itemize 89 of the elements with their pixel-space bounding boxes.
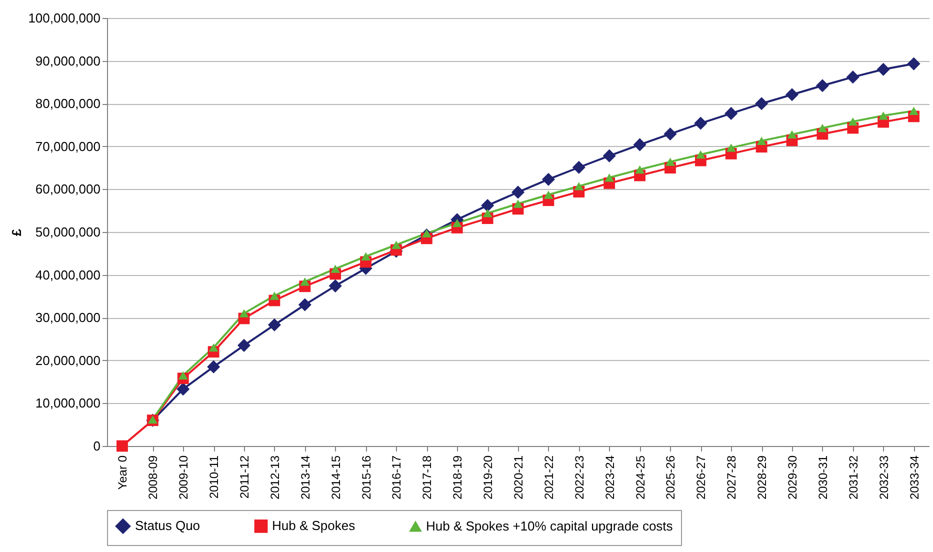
point: [300, 278, 310, 286]
legend-label: Hub & Spokes: [272, 518, 356, 534]
x-tick-label: 2023-24: [602, 455, 617, 500]
point: [846, 70, 860, 84]
x-tick-label: 2009-10: [176, 455, 191, 500]
x-tick-label: 2026-27: [694, 455, 708, 500]
point: [818, 124, 828, 132]
point: [633, 138, 646, 152]
y-axis-title: £: [9, 228, 24, 236]
point: [694, 116, 708, 130]
y-tick-label: 0: [93, 438, 100, 454]
point: [787, 130, 797, 139]
x-tick-label: 2017-18: [420, 455, 434, 500]
y-tick-label: 30,000,000: [35, 310, 100, 326]
x-tick-label: 2015-16: [359, 455, 374, 500]
x-tick-label: 2019-20: [481, 455, 496, 500]
legend-label: Status Quo: [135, 518, 200, 534]
point: [574, 182, 584, 190]
point: [270, 292, 280, 300]
point: [604, 174, 614, 182]
point: [665, 158, 675, 166]
y-tick-label: 90,000,000: [35, 53, 100, 68]
x-tick-label: 2028-29: [755, 455, 770, 500]
point: [909, 106, 919, 115]
point: [298, 298, 312, 312]
x-tick-label: 2016-17: [390, 455, 404, 500]
x-tick-label: 2030-31: [816, 455, 830, 500]
point: [481, 198, 494, 212]
x-tick-label: 2013-14: [298, 455, 312, 500]
point: [422, 229, 432, 238]
x-tick-label: 2029-30: [786, 455, 800, 500]
point: [572, 160, 586, 174]
point: [239, 309, 249, 318]
point: [268, 318, 281, 332]
point: [237, 338, 251, 352]
point: [391, 240, 401, 249]
point: [724, 106, 738, 120]
x-tick-label: Year 0: [116, 455, 130, 490]
x-tick-label: 2011-12: [238, 455, 252, 499]
point: [361, 252, 371, 261]
point: [178, 371, 188, 380]
point: [116, 440, 128, 452]
point: [328, 279, 342, 292]
point: [664, 127, 677, 141]
point: [452, 218, 462, 228]
x-tick-label: 2022-23: [572, 455, 586, 500]
x-tick-label: 2020-21: [512, 455, 526, 500]
x-tick-label: 2010-11: [207, 455, 222, 499]
x-tick-label: 2024-25: [633, 455, 648, 500]
point: [482, 209, 492, 218]
point: [544, 190, 554, 199]
point: [207, 360, 220, 374]
point: [907, 57, 920, 70]
x-tick-label: 2012-13: [268, 455, 282, 500]
point: [726, 144, 736, 152]
point: [635, 165, 645, 174]
point: [755, 97, 768, 110]
y-tick-label: 70,000,000: [35, 138, 100, 154]
legend-label: Hub & Spokes +10% capital upgrade costs: [426, 518, 674, 534]
x-tick-label: 2021-22: [542, 455, 556, 500]
x-tick-label: 2031-32: [846, 455, 860, 500]
y-tick-label: 40,000,000: [35, 267, 100, 282]
point: [602, 149, 616, 162]
point: [878, 111, 888, 120]
y-tick-label: 20,000,000: [35, 352, 100, 368]
point: [876, 62, 890, 76]
point: [785, 88, 799, 102]
y-tick-label: 60,000,000: [35, 182, 100, 197]
point: [176, 382, 190, 396]
x-tick-label: 2014-15: [328, 455, 343, 500]
y-tick-label: 80,000,000: [35, 96, 100, 112]
point: [330, 264, 340, 273]
point: [513, 200, 523, 208]
x-tick-label: 2033-34: [907, 455, 922, 500]
point: [816, 79, 829, 92]
x-tick-label: 2018-19: [450, 455, 465, 500]
x-tick-label: 2008-09: [146, 455, 160, 500]
point: [208, 343, 218, 352]
x-tick-label: 2027-28: [724, 455, 739, 500]
y-tick-label: 10,000,000: [35, 396, 100, 411]
x-tick-label: 2032-33: [876, 455, 891, 500]
point: [542, 172, 555, 186]
y-tick-label: 100,000,000: [28, 10, 100, 26]
point: [756, 136, 766, 145]
y-tick-label: 50,000,000: [35, 224, 100, 240]
point: [848, 117, 858, 126]
point: [696, 150, 706, 159]
point: [511, 186, 525, 199]
x-tick-label: 2025-26: [664, 455, 678, 500]
